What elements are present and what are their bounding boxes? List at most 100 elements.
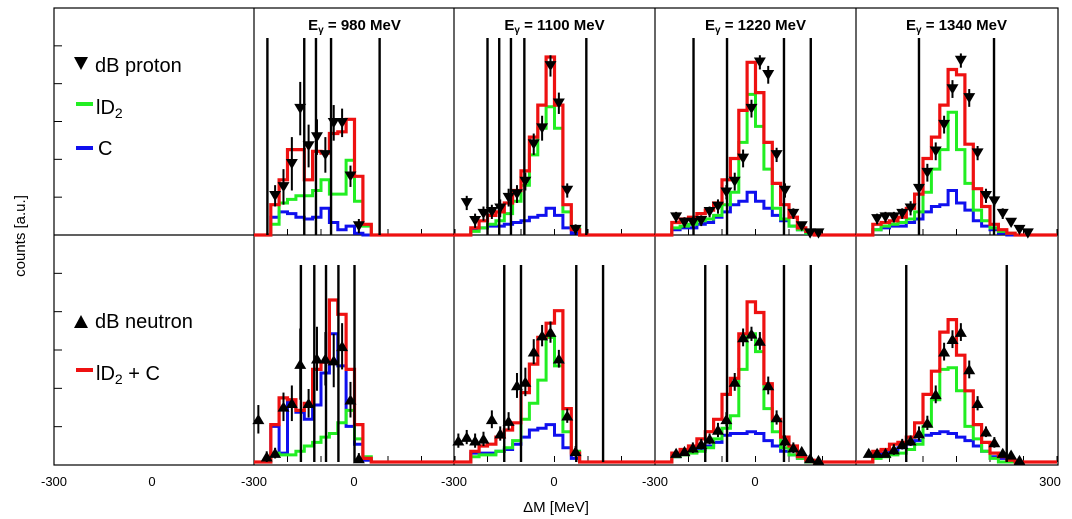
x-tick-label: -300 [441, 474, 467, 489]
data-point [527, 346, 540, 357]
data-point [753, 57, 766, 68]
data-point [344, 394, 357, 405]
panel-neutron-1220 [654, 265, 857, 466]
data-point [569, 445, 582, 457]
data-point [519, 176, 532, 187]
data-point [527, 139, 540, 150]
x-tick-label: 0 [550, 474, 557, 489]
data-point [879, 447, 892, 458]
axes: -300 0 -300 0 -300 0 -300 0 300 [41, 45, 1061, 489]
x-axis-title: ΔM [MeV] [523, 499, 589, 516]
data-point [327, 355, 340, 366]
data-point [996, 208, 1009, 220]
x-tick-label: -300 [642, 474, 668, 489]
data-point [302, 141, 315, 152]
legend-label-c: C [98, 138, 112, 160]
data-point [787, 442, 800, 453]
histogram-sum [856, 67, 1057, 237]
legend-label-sum: lD2 + C [96, 363, 160, 387]
data-point [494, 428, 507, 439]
data-point [544, 61, 557, 72]
data-point [695, 438, 708, 449]
data-point [260, 451, 273, 462]
data-point [904, 203, 917, 214]
data-point [686, 442, 699, 453]
data-point [310, 353, 323, 364]
data-point [1021, 228, 1034, 239]
data-point [728, 376, 741, 387]
data-point [536, 123, 549, 134]
x-tick-label: 0 [148, 474, 155, 489]
data-point [319, 353, 332, 364]
data-point [720, 413, 733, 425]
data-point [1005, 217, 1018, 228]
data-point [887, 212, 900, 223]
histogram-sum [655, 60, 856, 237]
data-point [678, 445, 691, 457]
data-point [871, 214, 884, 225]
data-point [327, 118, 340, 129]
data-point [778, 185, 791, 196]
data-point [728, 176, 741, 187]
data-point [929, 388, 942, 400]
data-point [510, 189, 523, 200]
data-point [921, 417, 934, 428]
histogram-ld2 [655, 92, 856, 237]
data-point [737, 332, 750, 343]
data-point [277, 401, 290, 412]
data-point [912, 428, 925, 439]
data-point [996, 447, 1009, 458]
panel-neutron-1340 [855, 265, 1058, 466]
histogram-c [655, 190, 856, 237]
data-point [703, 433, 716, 444]
data-point [485, 413, 498, 425]
x-tick-label: -300 [41, 474, 67, 489]
data-point [310, 132, 323, 143]
legend-marker-neutron [74, 315, 88, 328]
data-point [477, 433, 490, 444]
data-point [569, 224, 582, 236]
data-point [352, 221, 365, 232]
data-point [460, 431, 473, 442]
data-point [804, 453, 817, 464]
data-point [344, 171, 357, 182]
data-point [745, 328, 758, 339]
data-point [336, 118, 349, 129]
x-tick-label: -300 [241, 474, 267, 489]
data-point [887, 444, 900, 455]
data-point [536, 330, 549, 341]
titles: ΔM [MeV] counts [a.u.] Eγ = 980 MeV Eγ = 11… [12, 17, 1007, 516]
panel-title-4: Eγ = 1340 MeV [906, 17, 1007, 36]
data-point [979, 191, 992, 202]
data-point [988, 196, 1001, 207]
data-point [302, 397, 315, 409]
y-axis-title: counts [a.u.] [12, 195, 29, 277]
panel-proton-1100 [453, 38, 656, 237]
data-point [452, 435, 465, 446]
data-point [285, 397, 298, 409]
data-point [695, 215, 708, 227]
data-point [711, 424, 724, 435]
data-point [971, 148, 984, 159]
data-point [294, 358, 307, 369]
data-point [1005, 449, 1018, 460]
panel-title-1: Eγ = 980 MeV [308, 17, 401, 36]
data-point [896, 438, 909, 449]
data-point [502, 415, 515, 426]
data-point [770, 150, 783, 161]
data-point [804, 228, 817, 239]
data-point [938, 346, 951, 357]
data-point [1013, 454, 1026, 466]
data-point [552, 98, 565, 109]
data-point [485, 207, 498, 218]
panel-proton-1220 [654, 38, 857, 239]
legend: dB proton lD2 CdB neutron lD2 + C [74, 55, 193, 387]
data-point [319, 150, 332, 161]
data-point [963, 93, 976, 104]
data-point [912, 183, 925, 195]
legend-label-ld2: lD2 [96, 97, 123, 121]
data-point [494, 203, 507, 214]
data-point [812, 454, 825, 466]
data-point [946, 333, 959, 344]
